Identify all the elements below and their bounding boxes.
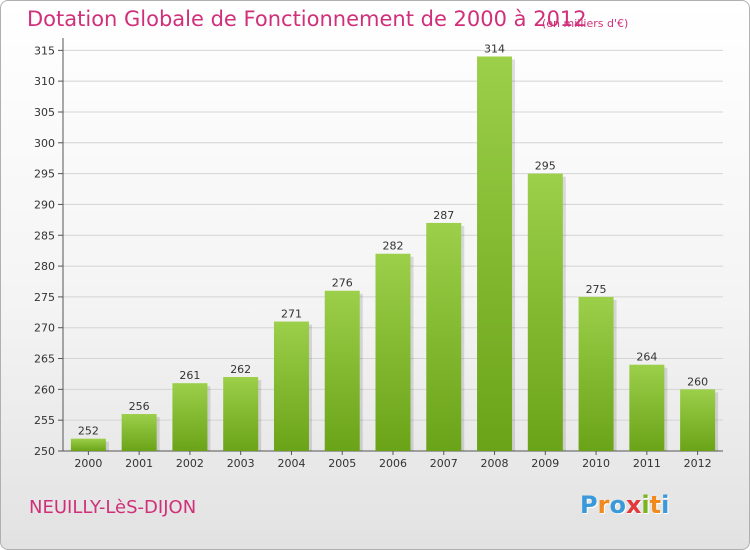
bar-2011 [629, 364, 665, 451]
bar-value-label: 287 [433, 209, 454, 222]
x-tick-label: 2005 [328, 457, 356, 470]
bar-value-label: 314 [484, 42, 505, 55]
bar-2006 [375, 253, 411, 451]
bar-2001 [121, 414, 157, 451]
bar-2009 [527, 173, 563, 451]
logo-letter: i [641, 491, 650, 519]
y-tick-label: 295 [34, 168, 55, 181]
chart-title: Dotation Globale de Fonctionnement de 20… [27, 7, 587, 31]
x-tick-label: 2009 [531, 457, 559, 470]
y-tick-label: 265 [34, 353, 55, 366]
y-tick-label: 285 [34, 229, 55, 242]
bar-value-label: 260 [687, 375, 708, 388]
bar-2010 [578, 296, 614, 451]
bar-value-label: 276 [332, 277, 353, 290]
bar-value-label: 271 [281, 308, 302, 321]
y-tick-label: 275 [34, 291, 55, 304]
x-tick-label: 2006 [379, 457, 407, 470]
x-tick-label: 2000 [74, 457, 102, 470]
bar-value-label: 275 [586, 283, 607, 296]
y-tick-label: 250 [34, 445, 55, 458]
bar-2008 [477, 56, 513, 451]
bar-2002 [172, 383, 208, 451]
logo-letter: o [609, 491, 626, 519]
proxiti-logo: Proxiti [580, 491, 669, 519]
chart-unit-note: (en milliers d'€) [542, 17, 629, 30]
x-tick-label: 2004 [277, 457, 305, 470]
bar-value-label: 264 [636, 351, 657, 364]
logo-letter: i [661, 491, 670, 519]
y-tick-label: 305 [34, 106, 55, 119]
bar-2012 [680, 389, 716, 451]
y-tick-label: 300 [34, 137, 55, 150]
x-tick-label: 2001 [125, 457, 153, 470]
bar-2004 [273, 321, 309, 451]
x-tick-label: 2012 [684, 457, 712, 470]
bar-value-label: 256 [129, 400, 150, 413]
y-tick-label: 310 [34, 75, 55, 88]
bar-2007 [426, 222, 462, 451]
x-tick-label: 2007 [430, 457, 458, 470]
x-tick-label: 2010 [582, 457, 610, 470]
y-tick-label: 255 [34, 414, 55, 427]
commune-name: NEUILLY-LèS-DIJON [29, 497, 197, 518]
logo-letter: t [649, 491, 662, 519]
y-tick-label: 315 [34, 44, 55, 57]
bar-2000 [70, 438, 106, 451]
y-tick-label: 260 [34, 383, 55, 396]
y-tick-label: 280 [34, 260, 55, 273]
logo-letter: P [580, 491, 598, 519]
bar-value-label: 295 [535, 160, 556, 173]
bar-value-label: 252 [78, 425, 99, 438]
bar-2005 [324, 290, 360, 451]
logo-letter: r [597, 491, 610, 519]
y-tick-label: 270 [34, 322, 55, 335]
bar-value-label: 262 [230, 363, 251, 376]
y-tick-label: 290 [34, 198, 55, 211]
x-tick-label: 2002 [176, 457, 204, 470]
x-tick-label: 2003 [227, 457, 255, 470]
x-tick-label: 2011 [633, 457, 661, 470]
logo-letter: x [625, 491, 642, 519]
bar-value-label: 282 [383, 240, 404, 253]
bar-2003 [223, 377, 259, 451]
x-tick-label: 2008 [481, 457, 509, 470]
bar-value-label: 261 [179, 369, 200, 382]
